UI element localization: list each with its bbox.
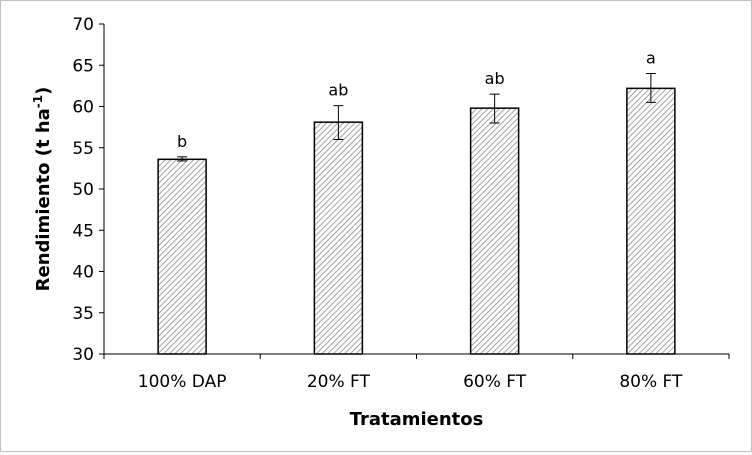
significance-labels-layer: b ab ab a xyxy=(177,49,656,151)
significance-label: ab xyxy=(485,69,505,88)
x-category-label: 20% FT xyxy=(307,372,371,392)
y-tick-label: 65 xyxy=(72,56,94,76)
bar xyxy=(626,87,676,355)
y-axis-title-suffix: ) xyxy=(33,87,54,95)
y-axis-title-main: Rendimiento (t ha xyxy=(33,108,54,291)
y-tick-label: 50 xyxy=(72,180,94,200)
y-tick-label: 70 xyxy=(72,15,94,35)
x-category-label: 100% DAP xyxy=(138,372,227,392)
y-tick-label: 40 xyxy=(72,263,94,283)
error-bars-layer xyxy=(177,73,656,162)
bar xyxy=(469,107,520,355)
bars-layer xyxy=(157,87,676,355)
x-category-label: 80% FT xyxy=(619,372,683,392)
y-tick-label: 55 xyxy=(72,139,94,159)
x-axis-title: Tratamientos xyxy=(350,409,484,430)
significance-label: b xyxy=(177,132,187,151)
bar xyxy=(313,121,364,355)
significance-label: ab xyxy=(328,81,348,100)
x-labels-layer: 100% DAP 20% FT 60% FT 80% FT xyxy=(138,372,683,392)
y-ticks-layer: 30 35 40 45 50 55 60 65 70 xyxy=(72,15,730,365)
y-axis-title: Rendimiento (t ha-1) xyxy=(31,87,54,292)
x-category-label: 60% FT xyxy=(463,372,527,392)
y-tick-label: 30 xyxy=(72,345,94,365)
y-tick-label: 35 xyxy=(72,304,94,324)
y-axis-title-superscript: -1 xyxy=(31,95,45,108)
significance-label: a xyxy=(646,49,656,68)
y-tick-label: 60 xyxy=(72,98,94,118)
bar xyxy=(157,158,207,355)
y-tick-label: 45 xyxy=(72,221,94,241)
